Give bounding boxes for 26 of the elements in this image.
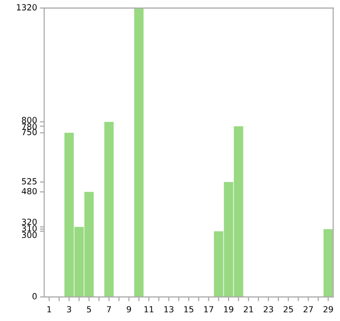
x-tick-label: 1 xyxy=(47,306,52,312)
x-tick-label: 15 xyxy=(184,306,194,312)
x-tick-label: 27 xyxy=(304,306,313,312)
x-tick-label: 3 xyxy=(67,306,72,312)
x-tick-label: 7 xyxy=(107,306,111,312)
y-tick-label: 800 xyxy=(22,116,37,124)
x-tick-label: 23 xyxy=(264,306,274,312)
y-tick-label: 310 xyxy=(22,225,37,232)
x-tick-label: 17 xyxy=(204,306,214,312)
x-tick-label: 19 xyxy=(224,306,234,312)
y-tick-label: 300 xyxy=(22,232,37,238)
y-tick-label: 525 xyxy=(22,178,37,184)
bar xyxy=(104,122,114,297)
y-tick-label: 1320 xyxy=(16,4,37,10)
x-tick-label: 11 xyxy=(144,306,154,312)
x-tick-label: 13 xyxy=(164,306,174,312)
bar xyxy=(324,229,333,297)
x-tick-label: 29 xyxy=(324,306,333,312)
x-tick-label: 25 xyxy=(284,306,293,312)
y-tick-label: 0 xyxy=(32,293,37,300)
x-tick-label: 5 xyxy=(87,306,91,312)
y-tick-label: 320 xyxy=(22,218,37,225)
x-tick-label: 9 xyxy=(126,306,131,312)
bar xyxy=(134,8,144,297)
x-tick-label: 21 xyxy=(244,306,254,312)
y-tick-label: 480 xyxy=(22,188,37,194)
